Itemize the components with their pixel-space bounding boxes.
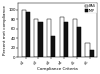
Bar	[22, 10, 26, 57]
Bar	[38, 22, 43, 57]
Bar	[47, 19, 51, 57]
Bar	[77, 26, 81, 57]
Legend: BAS, IMP: BAS, IMP	[85, 3, 96, 13]
Bar	[60, 17, 64, 57]
Bar	[64, 22, 68, 57]
Bar	[73, 19, 77, 57]
Bar	[51, 36, 55, 57]
Bar	[90, 50, 94, 57]
Y-axis label: Percent met compliance: Percent met compliance	[3, 5, 7, 55]
X-axis label: Compliance Criteria: Compliance Criteria	[37, 67, 78, 71]
Bar	[86, 43, 90, 57]
Bar	[26, 12, 30, 57]
Bar	[34, 19, 38, 57]
